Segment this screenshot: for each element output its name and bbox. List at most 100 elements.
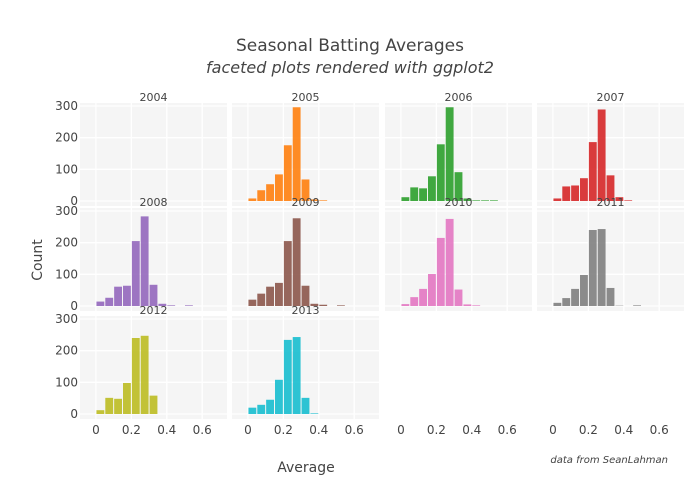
- x-axis-label: Average: [277, 460, 335, 476]
- histogram-bar: [275, 380, 283, 414]
- histogram-bar: [598, 109, 606, 201]
- x-tick-label: 0.2: [427, 423, 446, 437]
- x-tick-label: 0.4: [157, 423, 176, 437]
- histogram-bar: [275, 283, 283, 306]
- facet-panel-2011: 2011: [537, 196, 684, 311]
- facet-panel-2005: 2005: [232, 91, 379, 206]
- histogram-bar: [284, 241, 292, 306]
- x-tick-label: 0.4: [614, 423, 633, 437]
- facet-label: 2012: [140, 304, 168, 317]
- histogram-bar: [428, 176, 436, 201]
- histogram-bar: [562, 186, 570, 201]
- histogram-bar: [571, 185, 579, 201]
- histogram-bar: [437, 144, 445, 201]
- histogram-bar: [293, 218, 301, 306]
- y-tick-label: 100: [55, 267, 78, 281]
- y-tick-label: 0: [70, 299, 78, 313]
- histogram-bar: [123, 383, 131, 414]
- histogram-bar: [419, 289, 427, 306]
- facet-label: 2006: [445, 91, 473, 104]
- histogram-bar: [562, 298, 570, 306]
- histogram-bar: [302, 286, 310, 306]
- x-tick-label: 0.4: [462, 423, 481, 437]
- facet-label: 2008: [140, 196, 168, 209]
- histogram-bar: [302, 398, 310, 414]
- histogram-bar: [266, 400, 274, 414]
- facet-panel-2008: 2008 0 100 200 300: [55, 196, 227, 313]
- histogram-bar: [132, 338, 140, 414]
- y-tick-label: 200: [55, 236, 78, 250]
- x-tick-label: 0: [549, 423, 557, 437]
- facet-label: 2005: [292, 91, 320, 104]
- histogram-bar: [580, 275, 588, 306]
- facet-panel-2010: 2010: [385, 196, 532, 311]
- histogram-bar: [185, 305, 193, 306]
- histogram-bar: [472, 200, 480, 201]
- x-tick-label: 0.6: [345, 423, 364, 437]
- x-tick-label: 0.2: [579, 423, 598, 437]
- histogram-bar: [472, 305, 480, 306]
- histogram-bar: [633, 305, 641, 306]
- histogram-bar: [446, 107, 454, 201]
- histogram-bar: [401, 197, 409, 201]
- histogram-bar: [490, 200, 498, 201]
- histogram-bar: [105, 298, 113, 306]
- chart-subtitle: faceted plots rendered with ggplot2: [206, 58, 494, 77]
- histogram-bar: [284, 145, 292, 201]
- x-tick-label: 0.6: [650, 423, 669, 437]
- facet-label: 2010: [445, 196, 473, 209]
- histogram-bar: [293, 107, 301, 201]
- panel-background: [80, 103, 227, 206]
- facet-panel-2006: 2006: [385, 91, 532, 206]
- x-tick-label: 0.4: [309, 423, 328, 437]
- x-tick-label: 0.2: [122, 423, 141, 437]
- histogram-bar: [419, 188, 427, 201]
- histogram-bar: [463, 304, 471, 306]
- histogram-bar: [257, 405, 265, 414]
- histogram-bar: [624, 200, 632, 201]
- histogram-bar: [248, 198, 256, 201]
- histogram-bar: [114, 287, 122, 306]
- y-tick-label: 0: [70, 407, 78, 421]
- facet-label: 2007: [597, 91, 625, 104]
- histogram-bar: [150, 396, 158, 414]
- histogram-bar: [580, 178, 588, 201]
- histogram-bar: [114, 399, 122, 414]
- histogram-bar: [266, 287, 274, 306]
- y-tick-label: 300: [55, 99, 78, 113]
- histogram-bar: [428, 274, 436, 306]
- histogram-bar: [266, 184, 274, 201]
- y-tick-label: 300: [55, 204, 78, 218]
- x-tick-label: 0.6: [193, 423, 212, 437]
- histogram-bar: [589, 230, 597, 306]
- histogram-bar: [410, 187, 418, 201]
- facet-label: 2004: [140, 91, 168, 104]
- histogram-bar: [96, 302, 104, 306]
- histogram-bar: [257, 294, 265, 306]
- x-tick-label: 0.6: [498, 423, 517, 437]
- x-tick-label: 0: [244, 423, 252, 437]
- histogram-bar: [553, 303, 561, 306]
- x-tick-label: 0.2: [274, 423, 293, 437]
- histogram-bar: [481, 200, 489, 201]
- histogram-bar: [248, 300, 256, 306]
- y-axis-label: Count: [30, 239, 46, 281]
- y-tick-label: 200: [55, 344, 78, 358]
- facet-label: 2013: [292, 304, 320, 317]
- x-tick-label: 0: [397, 423, 405, 437]
- source-annotation: data from SeanLahman: [550, 455, 668, 466]
- histogram-bar: [310, 413, 318, 414]
- histogram-bar: [455, 290, 463, 306]
- facet-panel-2013: 2013: [232, 304, 379, 419]
- histogram-bar: [319, 200, 327, 201]
- histogram-bar: [248, 408, 256, 414]
- facet-panel-2009: 2009: [232, 196, 379, 311]
- histogram-bar: [437, 238, 445, 306]
- histogram-bar: [337, 305, 345, 306]
- facet-label: 2011: [597, 196, 625, 209]
- histogram-bar: [132, 241, 140, 306]
- histogram-bar: [141, 216, 149, 306]
